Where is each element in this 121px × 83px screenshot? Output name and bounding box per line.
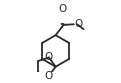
Text: O: O [59,4,67,14]
Text: O: O [45,71,53,81]
Text: O: O [74,19,83,29]
Text: O: O [45,52,53,62]
